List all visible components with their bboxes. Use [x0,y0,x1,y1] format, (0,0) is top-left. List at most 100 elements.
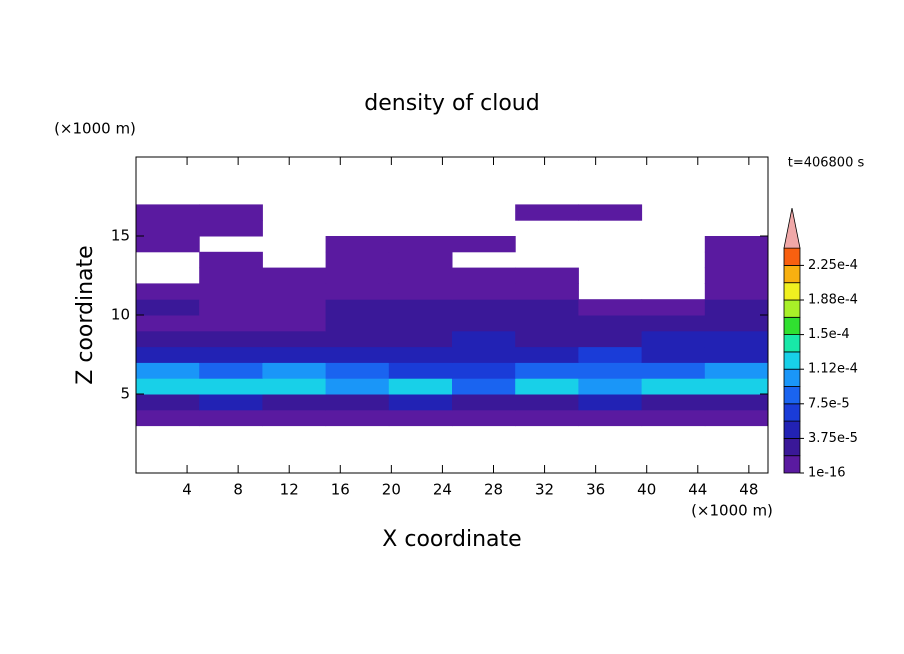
field-cell [452,299,516,316]
field-cell [199,220,263,237]
field-cell [452,267,516,284]
field-cell [199,394,263,411]
field-cell [515,394,579,411]
field-cell [641,362,706,379]
field-cell [515,299,579,316]
field-cell [452,346,516,363]
field-cell [262,409,327,427]
field-cell [704,346,769,363]
colorbar-box [783,299,801,318]
x-tick-label: 32 [535,481,554,499]
field-cell [641,330,706,348]
field-cell [388,299,453,316]
field-cell [325,330,390,348]
field-cell [325,267,390,284]
field-cell [515,362,579,379]
x-tick-label: 8 [233,481,243,499]
field-cell [704,251,769,269]
field-cell [452,378,516,395]
field-cell [388,378,453,395]
field-cell [515,204,579,221]
field-cell [199,409,263,427]
field-cell [515,409,579,427]
chart-title: density of cloud [364,91,539,116]
field-cell [136,346,200,363]
field-cell [262,267,327,284]
y-unit: (×1000 m) [54,120,136,138]
field-cell [136,299,200,316]
field-cell [641,378,706,395]
colorbar-tick-label: 7.5e-5 [808,396,850,411]
field-cell [515,346,579,363]
field-cell [515,315,579,332]
field-cell [515,283,579,300]
colorbar-tick-label: 1.5e-4 [808,327,850,342]
time-label: t=406800 s [788,156,865,171]
x-tick-label: 48 [739,481,758,499]
field-cell [704,378,769,395]
field-cell [578,299,643,316]
field-cell [199,299,263,316]
colorbar-box [783,455,801,474]
x-unit: (×1000 m) [691,502,773,520]
field-cell [704,394,769,411]
x-tick-label: 28 [484,481,503,499]
colorbar-box [783,403,801,422]
field-cell [704,299,769,316]
colorbar-box [783,264,801,284]
field-cell [578,378,643,395]
x-tick-label: 44 [688,481,707,499]
x-tick-label: 24 [433,481,452,499]
y-axis-label: Z coordinate [73,245,98,384]
field-cell [388,362,453,379]
field-cell [388,409,453,427]
x-tick-label: 16 [331,481,350,499]
field-cell [199,283,263,300]
field-cell [136,362,200,379]
colorbar-tick-label: 1.88e-4 [808,293,858,308]
field-cell [704,315,769,332]
field-cell [452,330,516,348]
field-cell [704,330,769,348]
field-cell [515,267,579,284]
field-cell [199,267,263,284]
field-cell [641,394,706,411]
field-cell [262,394,327,411]
colorbar-box [783,316,801,335]
field-cell [704,362,769,379]
field-cell [452,409,516,427]
field-cell [452,362,516,379]
field-cell [199,362,263,379]
colorbar-box [783,351,801,370]
colorbar-box [783,282,801,301]
x-tick-label: 4 [182,481,192,499]
x-axis-label: X coordinate [382,527,521,552]
x-tick-label: 40 [637,481,656,499]
field-cell [325,299,390,316]
field-cell [578,409,643,427]
field-cell [578,330,643,348]
field-cell [136,378,200,395]
colorbar-over [783,208,801,249]
colorbar-box [783,437,801,457]
field-cell [199,204,263,221]
x-tick-label: 20 [382,481,401,499]
field-cell [325,251,390,269]
field-cell [136,330,200,348]
field-cell [388,330,453,348]
field [136,204,769,427]
field-cell [388,267,453,284]
field-cell [325,362,390,379]
field-cell [515,330,579,348]
field-cell [641,346,706,363]
field-cell [325,283,390,300]
field-cell [578,362,643,379]
field-cell [578,346,643,363]
field-cell [262,378,327,395]
field-cell [388,315,453,332]
colorbar-box [783,386,801,405]
colorbar-tick-label: 2.25e-4 [808,258,858,273]
field-cell [325,236,390,253]
field-cell [262,362,327,379]
